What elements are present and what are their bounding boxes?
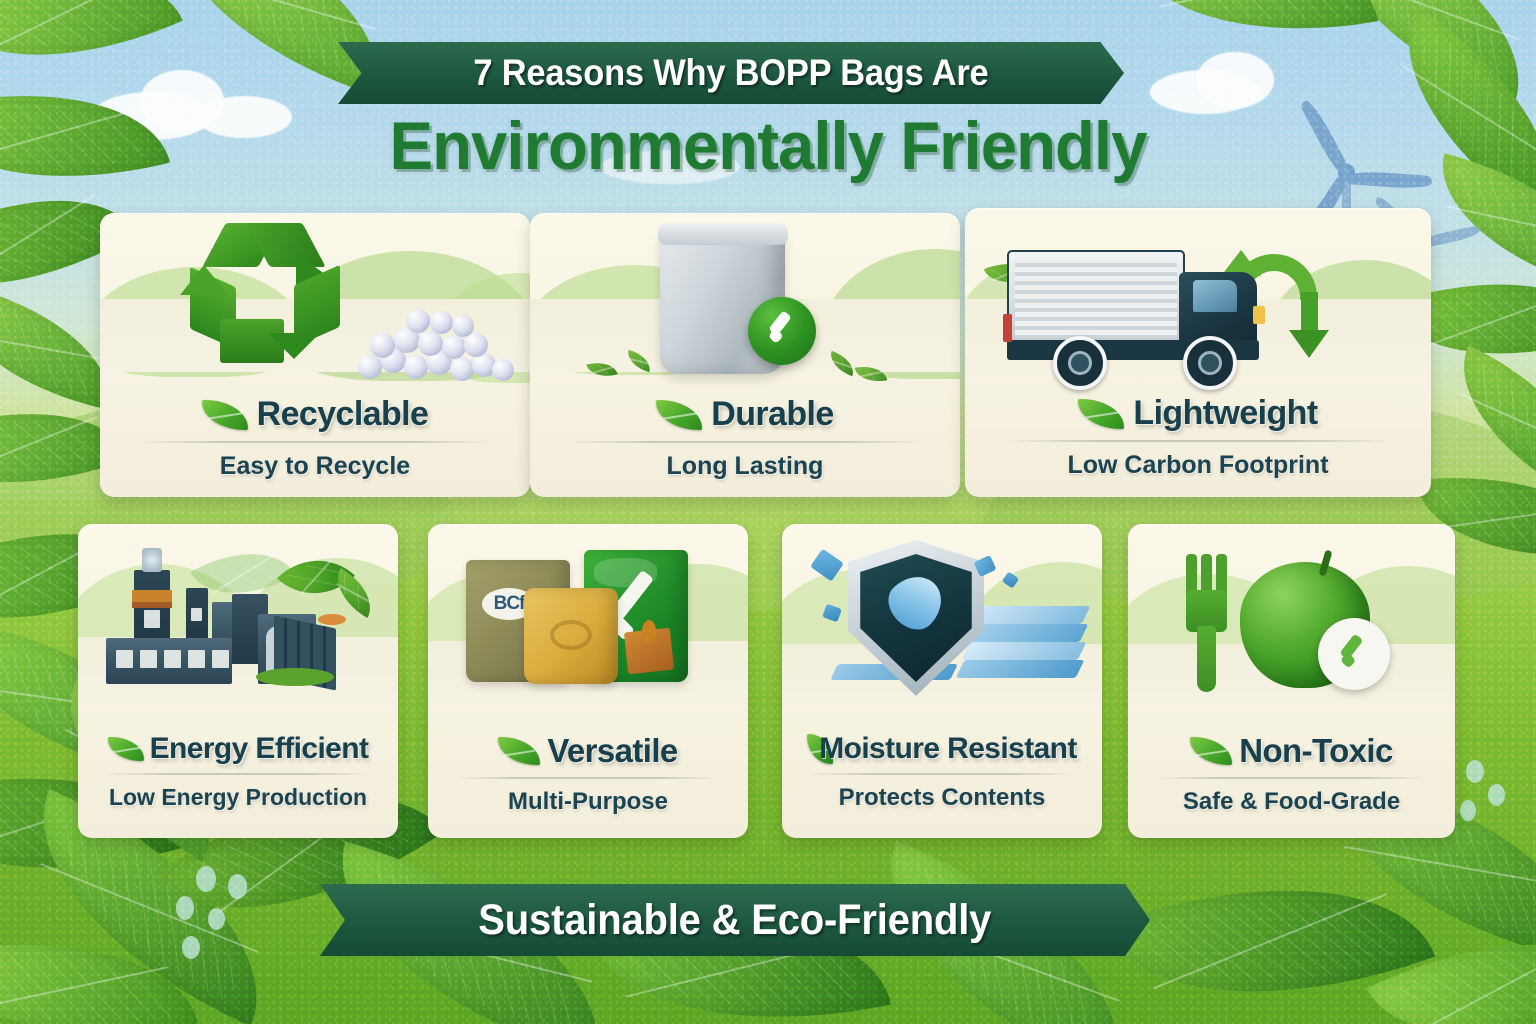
- header-ribbon-text: 7 Reasons Why BOPP Bags Are: [473, 52, 989, 93]
- leaf-icon: [498, 737, 541, 765]
- card-title: Versatile: [547, 732, 678, 769]
- packaging-bags-icon: BCf: [428, 524, 748, 707]
- card-subtitle: Protects Contents: [838, 784, 1046, 811]
- divider: [1002, 440, 1394, 442]
- card-subtitle: Low Carbon Footprint: [1067, 451, 1329, 479]
- footer-ribbon-text: Sustainable & Eco-Friendly: [478, 895, 992, 944]
- plastic-pellets-icon: [354, 309, 514, 381]
- card-subtitle: Multi-Purpose: [508, 788, 668, 815]
- divider: [564, 441, 926, 443]
- card-recyclable[interactable]: Recyclable Easy to Recycle: [100, 213, 530, 497]
- card-durable[interactable]: Durable Long Lasting: [530, 213, 960, 497]
- check-badge-icon: [1318, 618, 1390, 690]
- leaf-icon: [656, 399, 703, 430]
- card-title: Moisture Resistant: [819, 732, 1077, 765]
- card-lightweight[interactable]: Lightweight Low Carbon Footprint: [965, 208, 1431, 497]
- leaf-icon: [107, 737, 144, 761]
- divider: [134, 441, 496, 443]
- delivery-truck-icon: [965, 208, 1431, 390]
- divider: [453, 777, 723, 779]
- card-title: Non-Toxic: [1239, 732, 1393, 769]
- card-subtitle: Long Lasting: [666, 452, 824, 480]
- eco-arrow-icon: [1221, 250, 1333, 358]
- page-title: Environmentally Friendly: [389, 108, 1148, 184]
- bag-label-text: BCf: [493, 593, 526, 614]
- fork-icon: [1184, 554, 1230, 694]
- leaf-icon: [201, 399, 248, 430]
- divider: [807, 773, 1077, 775]
- card-non-toxic[interactable]: Non-Toxic Safe & Food-Grade: [1128, 524, 1455, 838]
- apple-fork-check-icon: [1128, 524, 1455, 707]
- energy-burst-icon: [277, 538, 384, 625]
- card-subtitle: Easy to Recycle: [219, 452, 411, 480]
- shield-droplet-icon: [782, 524, 1102, 707]
- card-versatile[interactable]: BCf Versatile Multi-Purpose: [428, 524, 748, 838]
- card-energy-efficient[interactable]: Energy Efficient Low Energy Production: [78, 524, 398, 838]
- woven-sack-check-icon: [530, 213, 960, 386]
- footer-ribbon-banner: Sustainable & Eco-Friendly: [320, 884, 1150, 956]
- recycle-symbol-icon: [100, 213, 530, 383]
- card-subtitle: Low Energy Production: [108, 784, 368, 810]
- card-title: Lightweight: [1133, 394, 1318, 432]
- factory-icon: [78, 524, 398, 707]
- divider: [1154, 777, 1429, 779]
- leaf-icon: [1078, 398, 1125, 429]
- card-title: Durable: [711, 395, 834, 433]
- card-title: Energy Efficient: [149, 732, 369, 765]
- divider: [103, 773, 373, 775]
- card-subtitle: Safe & Food-Grade: [1182, 788, 1401, 815]
- leaf-icon: [1190, 737, 1233, 765]
- card-title: Recyclable: [256, 395, 429, 433]
- card-moisture-resistant[interactable]: Moisture Resistant Protects Contents: [782, 524, 1102, 838]
- header-ribbon-banner: 7 Reasons Why BOPP Bags Are: [338, 42, 1124, 104]
